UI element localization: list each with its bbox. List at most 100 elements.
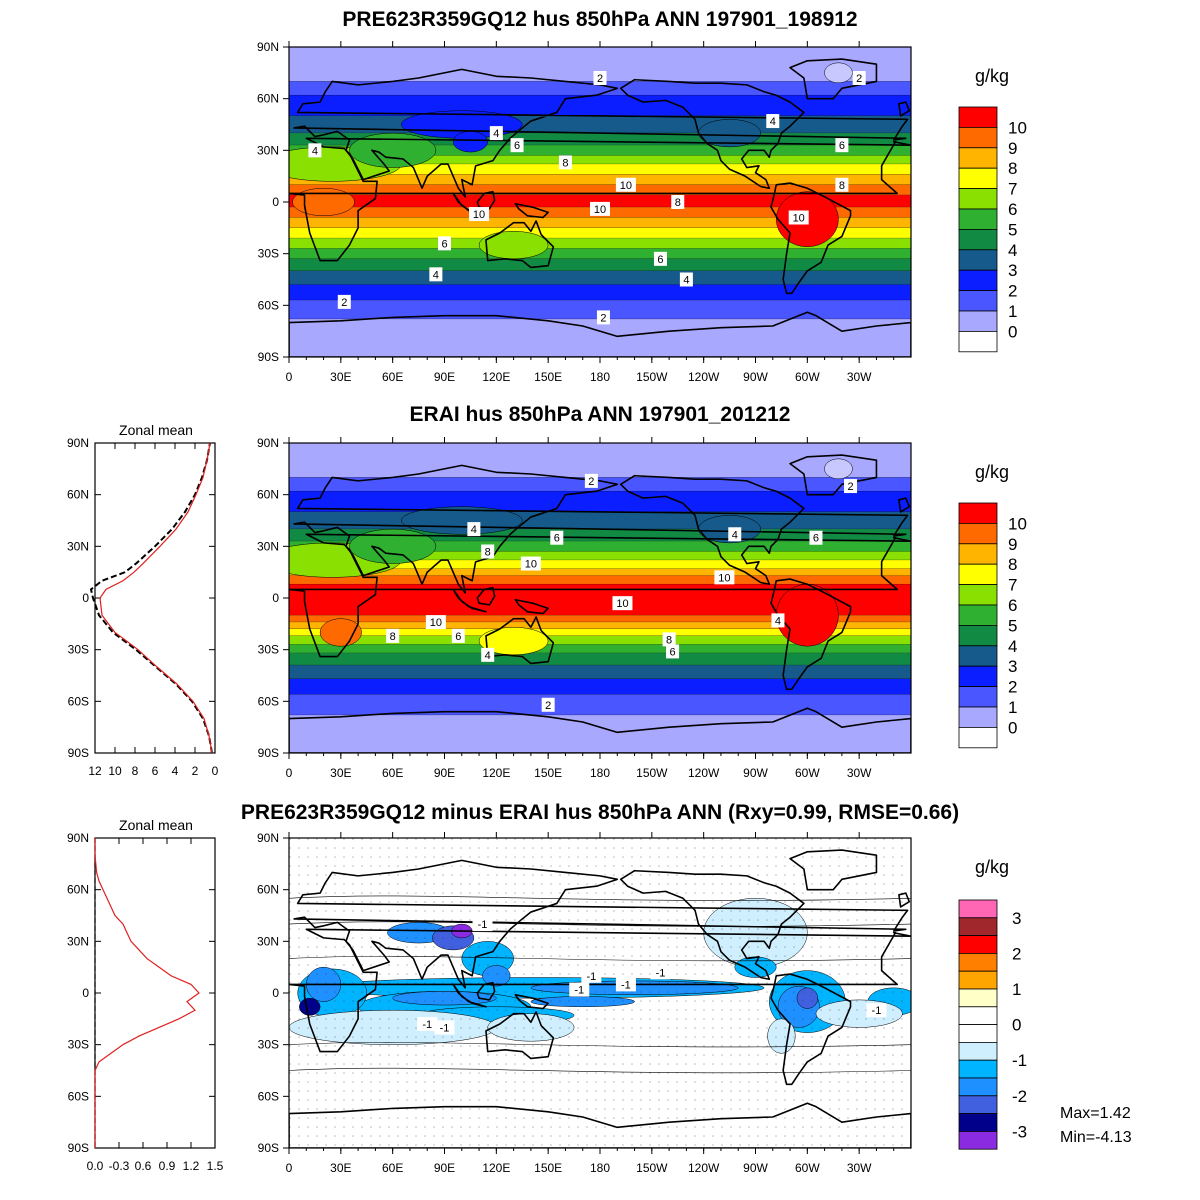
map1-lon-label: 60W	[795, 370, 820, 384]
humidity-band	[289, 195, 911, 208]
map3-colorbar-label: -1	[1012, 1051, 1027, 1070]
map1-lon-label: 30E	[330, 370, 351, 384]
coastline-2	[898, 101, 911, 117]
coastline-4	[789, 58, 878, 100]
map2-contour-label: 10	[616, 598, 628, 610]
humidity-band	[289, 443, 911, 478]
coastline-8	[476, 586, 496, 606]
map1-colorbar-box	[958, 310, 998, 332]
humidity-band	[289, 644, 911, 654]
zonal-lat-label: 90S	[68, 746, 89, 760]
map1-lat-label: 60S	[258, 298, 279, 312]
coastline-6	[485, 1011, 555, 1060]
map1-colorbar-label: 8	[1008, 159, 1017, 178]
humidity-band	[289, 174, 911, 185]
map3-lon-label: 60W	[795, 1161, 820, 1175]
humidity-band	[289, 541, 911, 552]
zonal-lat-label: 90N	[67, 831, 89, 845]
map1-colorbar-box	[958, 249, 998, 271]
humidity-region	[452, 131, 488, 153]
map3-colorbar-box	[958, 988, 998, 1008]
zonal-x-label: 4	[172, 764, 179, 778]
map1-colorbar-box	[958, 167, 998, 189]
colorbar-unit-1: g/kg	[975, 66, 1010, 86]
map2-colorbar-label: 5	[1008, 616, 1017, 635]
zonal-lat-label: 60S	[68, 1089, 89, 1103]
map2-lat-label: 0	[272, 591, 279, 605]
max-stat: Max=1.42	[1060, 1105, 1131, 1122]
map3-lon-label: 150W	[636, 1161, 668, 1175]
zonal-x-label: 0	[212, 764, 219, 778]
coastline-4	[789, 849, 878, 891]
map2-contour-label: 2	[545, 700, 551, 712]
map1-lon-label: 60E	[382, 370, 403, 384]
map-fill-1	[289, 47, 911, 357]
panel-3-title: PRE623R359GQ12 minus ERAI hus 850hPa ANN…	[240, 801, 960, 824]
map2-contour-label: 8	[485, 547, 491, 559]
humidity-band	[289, 653, 911, 666]
map2-contour-label-bg	[520, 556, 541, 571]
zonal-lat-label: 60S	[68, 694, 89, 708]
map1-contour-label-bg	[308, 143, 322, 158]
map1-contour-label: 10	[473, 209, 485, 221]
map2-contour-label-bg	[662, 632, 676, 647]
map1-colorbar-label: 1	[1008, 302, 1017, 321]
coastline-10	[289, 1102, 911, 1148]
humidity-region	[292, 187, 355, 217]
diff-contour-line	[289, 921, 911, 927]
coastline-3	[619, 869, 805, 981]
map3-lat-label: 90N	[257, 831, 279, 845]
humidity-band	[289, 715, 911, 753]
humidity-band	[289, 575, 911, 585]
map1-lat-label: 30N	[257, 143, 279, 157]
map3-colorbar-box	[958, 953, 998, 972]
map-fill-3	[289, 838, 911, 1148]
map1-lat-label: 90S	[258, 350, 279, 364]
map3-lat-label: 60N	[257, 883, 279, 897]
map2-lon-label: 120W	[688, 766, 720, 780]
zonal-lat-label: 60N	[67, 883, 89, 897]
map1-colorbar-box	[958, 228, 998, 251]
map2-lon-label: 180	[590, 766, 610, 780]
map2-lon-label: 90W	[743, 766, 768, 780]
map2-colorbar-box	[958, 645, 998, 667]
map1-contour-label-bg	[337, 294, 351, 309]
map2-lon-label: 150E	[534, 766, 562, 780]
map3-contour-label: -1	[440, 1022, 450, 1034]
coastline-1	[293, 68, 909, 198]
zonal-mean-title-2: Zonal mean	[119, 422, 193, 438]
map2-colorbar-label: 3	[1008, 657, 1017, 676]
map1-contour-label-bg	[653, 251, 667, 266]
map3-colorbar-label: -2	[1012, 1087, 1027, 1106]
coastline-4	[789, 454, 878, 496]
map1-lon-label: 120E	[482, 370, 510, 384]
map3-lon-label: 180	[590, 1161, 610, 1175]
min-stat: Min=-4.13	[1060, 1129, 1132, 1146]
humidity-region	[349, 528, 437, 564]
map1-colorbar-label: 6	[1008, 200, 1017, 219]
map2-contour-label: 10	[525, 559, 537, 571]
zonal-x-label: 0.9	[159, 1159, 176, 1173]
map2-contour-label-bg	[728, 527, 742, 542]
colorbar-unit-2: g/kg	[975, 462, 1010, 482]
map1-lat-label: 90N	[257, 40, 279, 54]
map1-contour-label: 6	[657, 254, 663, 266]
zonal-frame	[94, 837, 216, 1149]
humidity-band	[289, 270, 911, 285]
map1-lon-label: 90W	[743, 370, 768, 384]
map3-colorbar-box	[958, 917, 998, 936]
map3-colorbar-box	[958, 1077, 998, 1097]
coastline-0	[289, 533, 911, 658]
map1-colorbar-box	[958, 188, 998, 210]
map3-colorbar-label: -3	[1012, 1122, 1027, 1141]
map2-contour-label-bg	[481, 647, 495, 662]
map2-lon-label: 0	[286, 766, 293, 780]
panel-2-title: ERAI hus 850hPa ANN 197901_201212	[409, 403, 791, 426]
map1-contour-label: 2	[597, 73, 603, 85]
map2-contour-label-bg	[425, 615, 446, 630]
coastline-9	[514, 598, 549, 615]
map2-lat-label: 30N	[257, 539, 279, 553]
map3-lon-label: 0	[286, 1161, 293, 1175]
